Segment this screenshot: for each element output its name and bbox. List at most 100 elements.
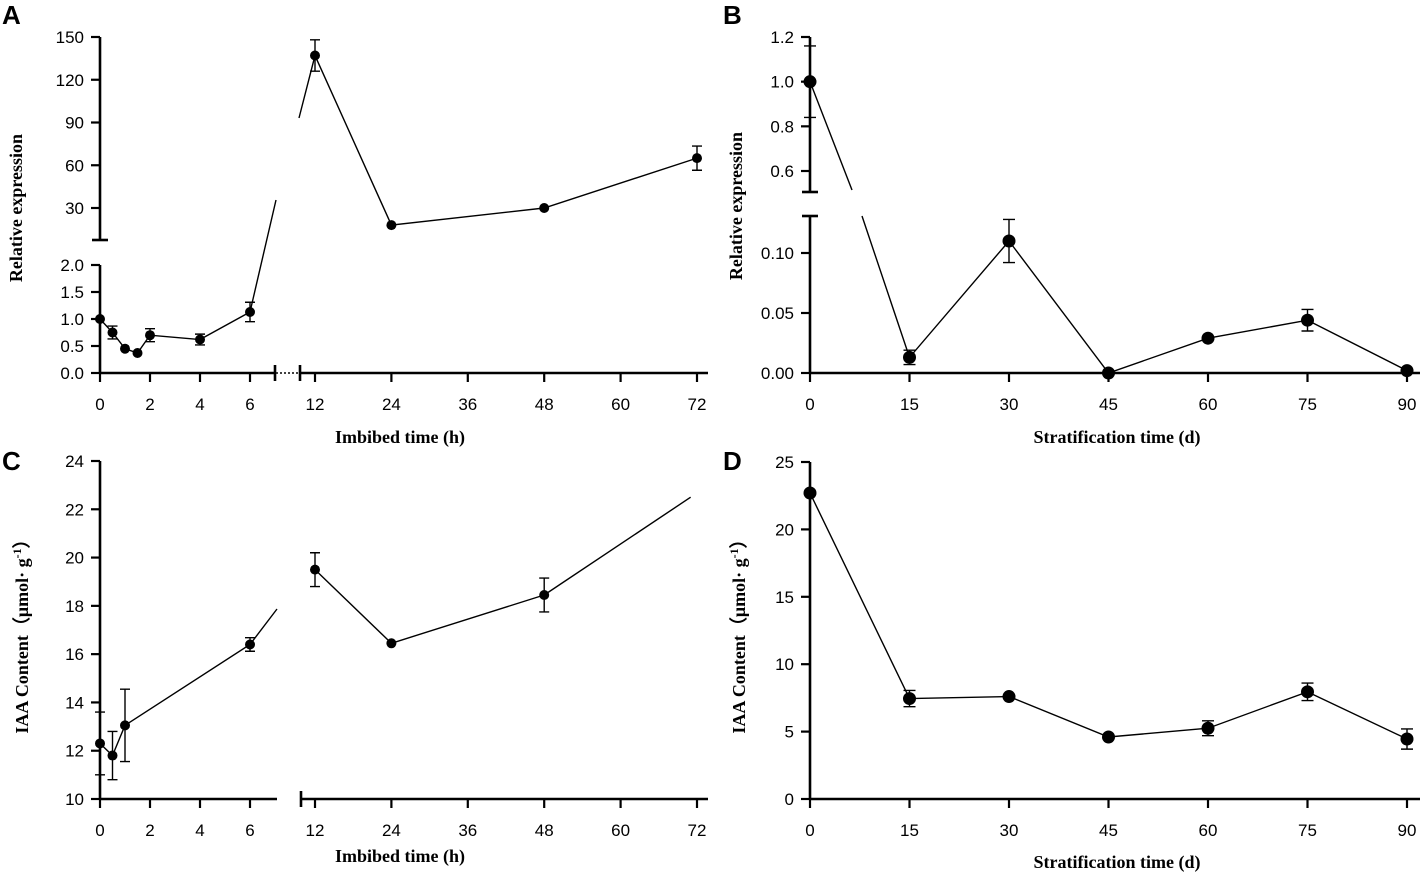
panel-a-x-tick-label-r-2: 36 bbox=[458, 395, 477, 414]
panel-b-y-tick-label-up-1: 0.8 bbox=[770, 117, 794, 136]
panel-letter-c: C bbox=[2, 446, 21, 476]
panel-a-x-tick-label-l-3: 6 bbox=[245, 395, 254, 414]
panel-c-y-tick-label-3: 16 bbox=[65, 645, 84, 664]
panel-c-x-tick-label-l-1: 2 bbox=[145, 821, 154, 840]
panel-d-y-title-main: IAA Content（μmol· g bbox=[729, 558, 749, 733]
panel-b-x-tick-label-5: 75 bbox=[1298, 395, 1317, 414]
panel-d-point-6 bbox=[1400, 732, 1414, 746]
panel-a-y-tick-label-up-1: 60 bbox=[65, 156, 84, 175]
panel-b-point-3 bbox=[1102, 366, 1115, 380]
panel-c-y-tick-label-4: 18 bbox=[65, 597, 84, 616]
panel-d-ticks: 0 5 10 15 20 25 0 15 30 45 60 75 90 bbox=[775, 453, 1416, 840]
panel-b-axes bbox=[802, 37, 1420, 375]
panel-letter-a: A bbox=[2, 0, 21, 30]
panel-c-x-tick-label-l-2: 4 bbox=[195, 821, 204, 840]
panel-a-plot bbox=[95, 39, 702, 359]
panel-c-x-tick-label-r-0: 12 bbox=[306, 821, 325, 840]
panel-b-point-2 bbox=[1002, 234, 1016, 248]
panel-d-x-tick-label-4: 60 bbox=[1199, 821, 1218, 840]
panel-c-x-tick-label-r-2: 36 bbox=[458, 821, 477, 840]
panel-b-x-tick-label-6: 90 bbox=[1398, 395, 1417, 414]
panel-c-point-0 bbox=[95, 738, 105, 749]
panel-c-point-6 bbox=[539, 589, 550, 600]
panel-c-y-title-main: IAA Content（μmol· g bbox=[12, 558, 32, 733]
panel-c-x-tick-label-l-3: 6 bbox=[245, 821, 254, 840]
panel-b-y-tick-label-low-0: 0.00 bbox=[761, 364, 794, 383]
panel-a-y-tick-label-low-2: 1.0 bbox=[60, 310, 84, 329]
panel-a-y-tick-label-up-0: 30 bbox=[65, 199, 84, 218]
panel-b-y-tick-label-low-1: 0.05 bbox=[761, 304, 794, 323]
panel-a-x-tick-label-l-1: 2 bbox=[145, 395, 154, 414]
panel-d-y-title-sup: -1 bbox=[727, 548, 741, 558]
panel-b-point-1 bbox=[903, 350, 916, 364]
panel-c-point-4 bbox=[310, 564, 320, 575]
panel-c-y-tick-label-5: 20 bbox=[65, 549, 84, 568]
panel-d-point-4 bbox=[1201, 721, 1215, 735]
panel-d-point-1 bbox=[903, 692, 916, 706]
panel-a-x-tick-label-r-5: 72 bbox=[688, 395, 707, 414]
panel-a-x-title: Imbibed time (h) bbox=[335, 427, 465, 448]
panel-b-x-tick-label-0: 0 bbox=[805, 395, 814, 414]
panel-d-x-tick-label-3: 45 bbox=[1099, 821, 1118, 840]
panel-a-point-2 bbox=[120, 343, 130, 354]
panel-b-x-title: Stratification time (d) bbox=[1034, 427, 1201, 448]
panel-b-x-tick-label-4: 60 bbox=[1199, 395, 1218, 414]
panel-d-plot bbox=[803, 486, 1414, 750]
panel-c-y-tick-label-6: 22 bbox=[65, 500, 84, 519]
panel-a-y-tick-label-up-3: 120 bbox=[56, 71, 84, 90]
panel-d-y-title: IAA Content（μmol· g-1） bbox=[727, 530, 749, 733]
panel-d-x-tick-label-5: 75 bbox=[1298, 821, 1317, 840]
panel-d-y-tick-label-1: 5 bbox=[785, 723, 794, 742]
panel-d-x-title: Stratification time (d) bbox=[1034, 852, 1201, 873]
panel-d-y-tick-label-3: 15 bbox=[775, 588, 794, 607]
panel-c-axes bbox=[98, 461, 708, 807]
panel-a-y-tick-label-up-2: 90 bbox=[65, 114, 84, 133]
panel-b-y-title: Relative expression bbox=[726, 132, 746, 280]
panel-c-x-tick-label-r-5: 72 bbox=[688, 821, 707, 840]
panel-d-y-tick-label-4: 20 bbox=[775, 520, 794, 539]
panel-c-y-tick-label-7: 24 bbox=[65, 452, 84, 471]
panel-a: A Relative expression Imbibed time (h) 0… bbox=[2, 0, 708, 448]
panel-a-y-title: Relative expression bbox=[6, 134, 26, 282]
panel-d-y-tick-label-0: 0 bbox=[785, 790, 794, 809]
panel-c-point-1 bbox=[107, 750, 118, 761]
panel-a-point-9 bbox=[539, 203, 550, 213]
panel-c-y-title-sup: -1 bbox=[10, 548, 24, 558]
panel-c-plot bbox=[95, 496, 692, 781]
panel-c-y-tick-label-2: 14 bbox=[65, 693, 84, 712]
panel-letter-d: D bbox=[723, 446, 742, 476]
panel-d-y-title-end: ） bbox=[729, 530, 749, 548]
panel-d-point-5 bbox=[1301, 685, 1314, 699]
panel-a-point-8 bbox=[386, 220, 397, 231]
panel-c-point-3 bbox=[245, 639, 255, 650]
panel-b-point-4 bbox=[1201, 331, 1215, 345]
panel-c-x-tick-label-l-0: 0 bbox=[95, 821, 104, 840]
panel-a-x-tick-label-r-4: 60 bbox=[611, 395, 630, 414]
panel-a-point-5 bbox=[195, 334, 205, 345]
panel-d-x-tick-label-1: 15 bbox=[900, 821, 919, 840]
panel-a-x-tick-label-r-0: 12 bbox=[306, 395, 325, 414]
panel-b-point-0 bbox=[803, 75, 817, 89]
panel-c-extension-line bbox=[543, 496, 692, 596]
panel-c-series-line-right bbox=[314, 569, 545, 645]
panel-c-x-tick-label-r-1: 24 bbox=[382, 821, 401, 840]
panel-a-point-4 bbox=[145, 330, 155, 341]
panel-d: D IAA Content（μmol· g-1） Stratification … bbox=[723, 446, 1420, 873]
panel-b-y-tick-label-low-2: 0.10 bbox=[761, 244, 794, 263]
panel-a-point-10 bbox=[692, 153, 702, 164]
panel-b-series-line-bottom bbox=[861, 215, 1408, 374]
panel-a-x-tick-label-l-2: 4 bbox=[195, 395, 204, 414]
panel-d-point-3 bbox=[1102, 730, 1115, 744]
panel-b-x-tick-label-2: 30 bbox=[1000, 395, 1019, 414]
panel-d-y-tick-label-5: 25 bbox=[775, 453, 794, 472]
panel-b-series-line-top bbox=[809, 81, 853, 191]
panel-a-axes bbox=[92, 37, 708, 381]
panel-b: B Relative expression Stratification tim… bbox=[723, 0, 1420, 448]
panel-d-series-line bbox=[809, 492, 1408, 740]
panel-d-x-tick-label-6: 90 bbox=[1398, 821, 1417, 840]
panel-b-point-6 bbox=[1400, 364, 1414, 378]
panel-d-x-tick-label-0: 0 bbox=[805, 821, 814, 840]
